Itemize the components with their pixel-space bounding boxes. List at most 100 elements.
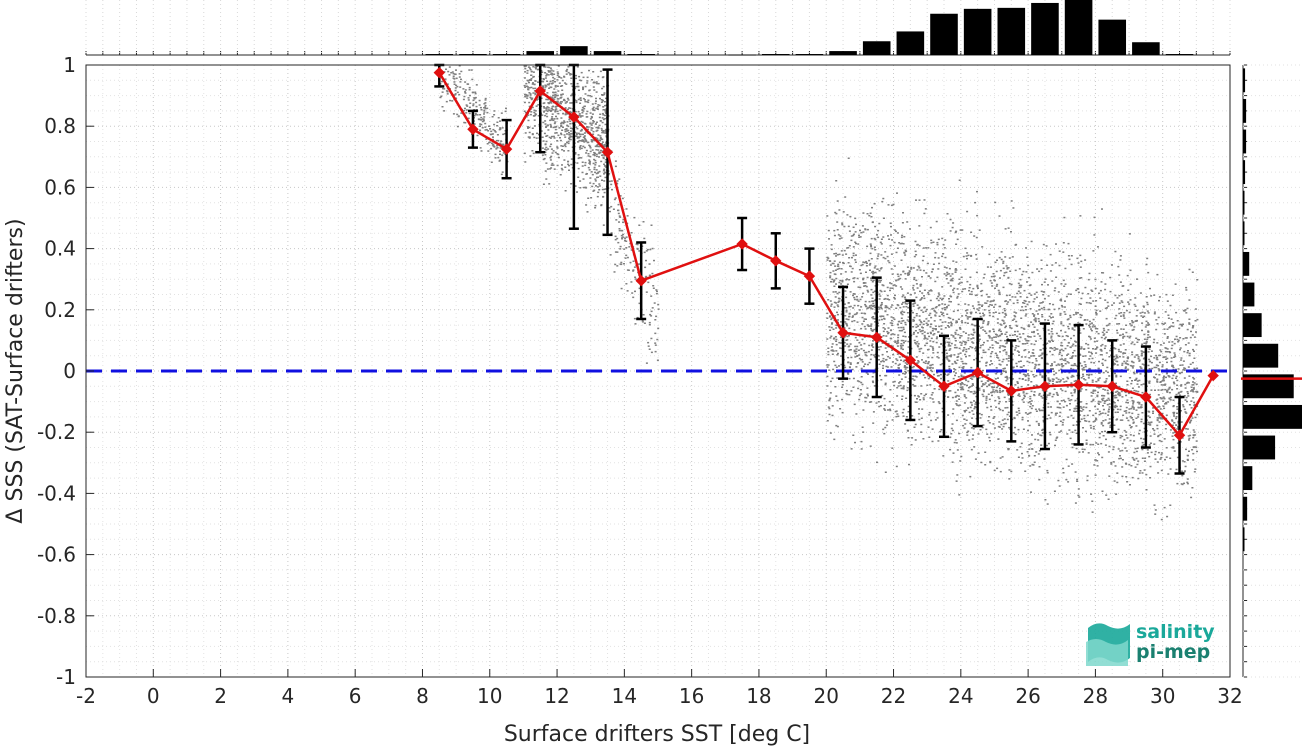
scatter-point	[904, 362, 907, 364]
scatter-point	[919, 320, 922, 323]
scatter-point	[472, 104, 475, 107]
scatter-point	[1166, 389, 1169, 392]
scatter-point	[1105, 331, 1108, 333]
scatter-point	[1104, 430, 1106, 433]
scatter-point	[1184, 367, 1187, 370]
scatter-point	[857, 387, 860, 390]
scatter-point	[531, 106, 534, 109]
scatter-point	[603, 101, 606, 103]
scatter-point	[962, 350, 965, 352]
scatter-point	[885, 424, 888, 426]
scatter-point	[1089, 424, 1092, 427]
scatter-point	[1088, 335, 1090, 338]
scatter-point	[597, 82, 600, 85]
scatter-point	[555, 125, 558, 128]
scatter-point	[1001, 390, 1004, 393]
scatter-point	[968, 439, 971, 441]
scatter-point	[973, 331, 976, 334]
scatter-point	[886, 351, 888, 353]
scatter-point	[926, 324, 929, 327]
scatter-point	[591, 108, 594, 110]
scatter-point	[1002, 369, 1005, 372]
scatter-point	[1035, 358, 1038, 360]
scatter-point	[1061, 335, 1064, 338]
scatter-point	[1120, 293, 1123, 296]
scatter-point	[904, 278, 907, 280]
scatter-point	[1008, 282, 1011, 285]
scatter-point	[614, 235, 617, 238]
scatter-point	[553, 78, 556, 80]
scatter-point	[867, 373, 869, 375]
scatter-point	[1013, 311, 1016, 313]
scatter-point	[918, 418, 921, 421]
scatter-point	[1146, 452, 1149, 454]
scatter-point	[999, 269, 1002, 272]
scatter-point	[1067, 327, 1070, 330]
scatter-point	[854, 241, 857, 243]
scatter-point	[893, 380, 896, 383]
scatter-point	[1104, 336, 1107, 339]
scatter-point	[650, 295, 653, 297]
scatter-point	[938, 262, 941, 265]
scatter-point	[585, 187, 588, 189]
scatter-point	[579, 145, 582, 147]
scatter-point	[1185, 337, 1188, 339]
scatter-point	[1040, 395, 1043, 398]
scatter-point	[1161, 322, 1164, 325]
scatter-point	[964, 343, 967, 346]
scatter-point	[530, 111, 533, 113]
scatter-point	[861, 296, 864, 298]
scatter-point	[561, 79, 564, 82]
scatter-point	[1067, 416, 1070, 418]
scatter-point	[949, 218, 952, 221]
scatter-point	[650, 310, 653, 313]
scatter-point	[562, 122, 565, 125]
scatter-point	[641, 319, 644, 322]
scatter-point	[966, 210, 969, 213]
scatter-point	[1171, 419, 1174, 421]
scatter-point	[1143, 364, 1146, 366]
scatter-point	[870, 323, 873, 325]
scatter-point	[978, 360, 981, 363]
scatter-point	[546, 134, 549, 137]
scatter-point	[591, 185, 594, 188]
scatter-point	[915, 199, 917, 201]
scatter-point	[524, 71, 527, 73]
scatter-point	[916, 362, 919, 364]
scatter-point	[584, 164, 587, 167]
scatter-point	[1007, 227, 1010, 229]
scatter-point	[940, 343, 943, 345]
scatter-point	[1156, 381, 1159, 383]
scatter-point	[1146, 257, 1149, 260]
scatter-point	[869, 252, 872, 255]
scatter-point	[1043, 458, 1046, 460]
scatter-point	[853, 320, 856, 322]
scatter-point	[1002, 267, 1005, 270]
scatter-point	[545, 162, 548, 164]
scatter-point	[1155, 354, 1158, 357]
scatter-point	[1063, 306, 1066, 308]
scatter-point	[1030, 442, 1033, 445]
scatter-point	[464, 122, 467, 124]
scatter-point	[583, 146, 586, 149]
scatter-point	[1079, 215, 1082, 217]
scatter-point	[1028, 424, 1031, 427]
scatter-point	[930, 332, 932, 335]
scatter-point	[1159, 433, 1162, 436]
scatter-point	[1179, 348, 1181, 351]
scatter-point	[617, 241, 620, 244]
scatter-point	[918, 348, 921, 350]
scatter-point	[925, 322, 928, 324]
scatter-point	[590, 171, 593, 173]
scatter-point	[873, 328, 876, 331]
scatter-point	[542, 85, 544, 87]
scatter-point	[458, 73, 461, 75]
scatter-point	[628, 246, 631, 248]
scatter-point	[1003, 272, 1006, 274]
scatter-point	[1095, 314, 1098, 316]
scatter-point	[952, 291, 955, 294]
scatter-point	[884, 426, 887, 429]
scatter-point	[597, 108, 599, 110]
scatter-point	[1158, 374, 1161, 376]
scatter-point	[1029, 401, 1031, 403]
